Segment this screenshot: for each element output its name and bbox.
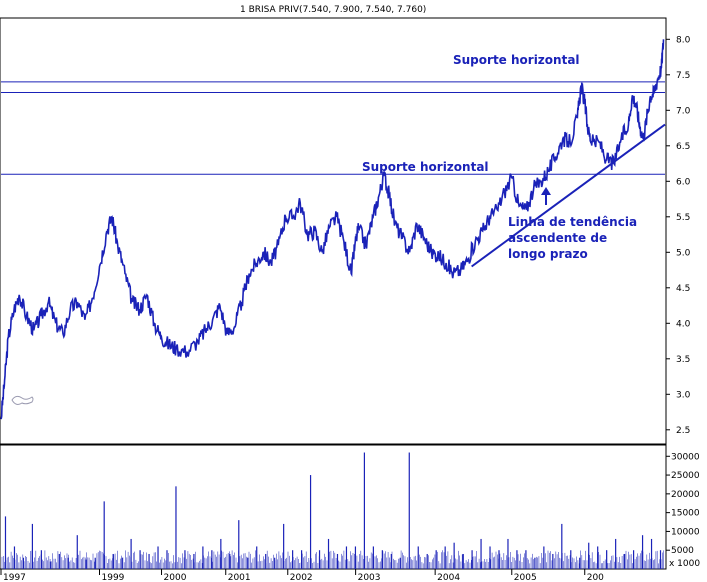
time-axis: 1997 1999 2000 2001 2002 2003 2004 2005 200 bbox=[0, 569, 604, 582]
annotation-suporte-mid: Suporte horizontal bbox=[362, 160, 489, 174]
volume-tick-label: 20000 bbox=[671, 490, 700, 500]
price-tick-label: 5.5 bbox=[676, 213, 690, 223]
volume-panel-frame bbox=[0, 444, 667, 570]
chart-header-title: 1 BRISA PRIV(7.540, 7.900, 7.540, 7.760) bbox=[240, 5, 426, 15]
price-tick-label: 6.5 bbox=[676, 142, 690, 152]
price-tick-label: 3.0 bbox=[676, 390, 691, 400]
price-panel-frame bbox=[0, 17, 667, 445]
price-tick-label: 7.0 bbox=[676, 106, 691, 116]
volume-tick-label: 30000 bbox=[671, 452, 700, 462]
price-tick-label: 4.0 bbox=[676, 319, 691, 329]
volume-tick-label: 10000 bbox=[671, 527, 700, 537]
arrow-up-icon bbox=[541, 187, 551, 205]
volume-tick-label: 5000 bbox=[671, 546, 694, 556]
price-tick-label: 8.0 bbox=[676, 35, 691, 45]
volume-bars bbox=[1, 452, 665, 569]
trendline-group bbox=[471, 123, 666, 268]
volume-tick-label: 25000 bbox=[671, 471, 700, 481]
annotation-suporte-top: Suporte horizontal bbox=[453, 53, 580, 67]
price-tick-label: 2.5 bbox=[676, 426, 690, 436]
price-tick-label: 5.0 bbox=[676, 248, 691, 258]
time-tick-label: 2005 bbox=[514, 573, 537, 582]
price-axis: 2.5 3.0 3.5 4.0 4.5 5.0 5.5 6.0 6.5 7.0 7.5 8.0 bbox=[666, 35, 691, 436]
annotation-trend-line3: longo prazo bbox=[508, 247, 588, 261]
logo-mark bbox=[11, 395, 34, 405]
support-lines bbox=[1, 81, 665, 175]
time-tick-label: 2000 bbox=[164, 573, 187, 582]
volume-unit-label: x 1000 bbox=[669, 559, 700, 569]
price-tick-label: 3.5 bbox=[676, 355, 690, 365]
time-tick-label: 1997 bbox=[3, 573, 26, 582]
annotation-trend-line1: Linha de tendência bbox=[508, 215, 637, 229]
time-tick-label: 2004 bbox=[437, 573, 460, 582]
annotation-trend-line2: ascendente de bbox=[508, 231, 607, 245]
price-tick-label: 4.5 bbox=[676, 284, 690, 294]
volume-axis: 5000 10000 15000 20000 25000 30000 bbox=[666, 452, 700, 556]
time-tick-label: 1999 bbox=[102, 573, 125, 582]
trendline bbox=[471, 123, 666, 268]
price-series-line bbox=[0, 39, 665, 420]
time-tick-label: 2002 bbox=[290, 573, 313, 582]
price-tick-label: 6.0 bbox=[676, 177, 691, 187]
volume-tick-label: 15000 bbox=[671, 509, 700, 519]
price-tick-label: 7.5 bbox=[676, 71, 690, 81]
time-tick-label: 2003 bbox=[358, 573, 381, 582]
time-tick-label: 200 bbox=[587, 573, 604, 582]
time-tick-label: 2001 bbox=[228, 573, 251, 582]
